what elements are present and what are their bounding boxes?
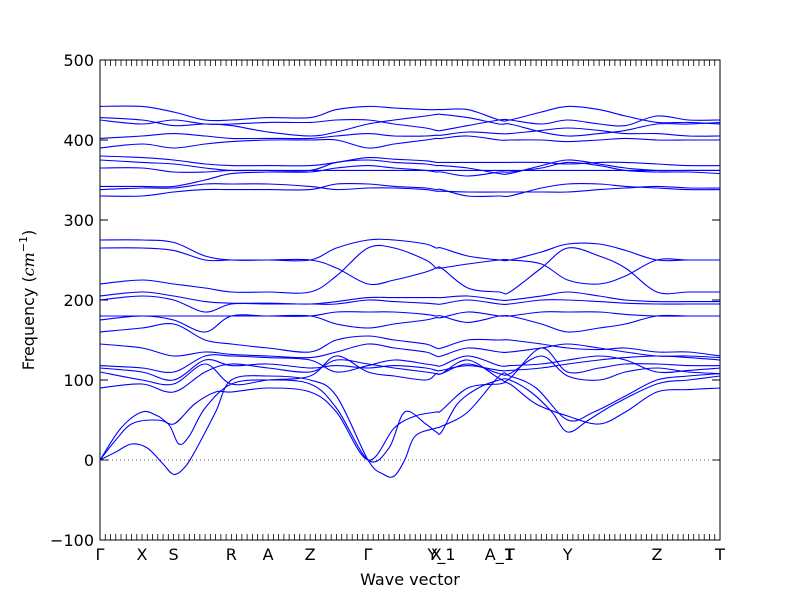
x-tick-label: A (263, 545, 274, 564)
x-axis-label: Wave vector (360, 570, 460, 589)
x-minor-ticks (99, 60, 721, 540)
y-tick-labels: −100 0 100 200 300 400 500 (50, 51, 94, 550)
band-line-17 (99, 182, 721, 198)
band-line-2 (99, 375, 721, 463)
y-tick-label: 0 (84, 451, 94, 470)
band-line-3 (99, 372, 721, 478)
band-line-6 (99, 355, 721, 381)
x-tick-label: A_1 (485, 545, 514, 565)
band-line-15 (99, 238, 720, 262)
y-tick-label: 400 (63, 131, 94, 150)
x-tick-label: Γ (364, 545, 373, 564)
plot-frame (99, 59, 721, 541)
y-axis-label-unit-exp: −1 (17, 236, 30, 252)
band-line-18 (99, 183, 721, 193)
band-line-12 (99, 295, 720, 313)
y-axis-label-unit: cm (19, 252, 38, 276)
x-tick-label: X (431, 545, 442, 564)
x-tick-label: R (226, 545, 237, 564)
band-line-21 (99, 159, 720, 175)
y-axis-label-paren-open: ( (19, 276, 38, 287)
x-tick-label: T (714, 545, 725, 564)
band-line-1 (99, 381, 721, 461)
band-line-10 (99, 311, 720, 333)
band-line-27 (99, 113, 721, 137)
band-line-9 (99, 322, 721, 357)
series-lines (99, 105, 721, 478)
y-tick-label: 100 (63, 371, 94, 390)
band-line-22 (99, 155, 721, 167)
y-tick-label: 300 (63, 211, 94, 230)
x-tick-label: Z (651, 545, 662, 564)
x-tick-label: Y (562, 545, 573, 564)
band-line-13 (99, 291, 720, 305)
x-tick-label: S (168, 545, 178, 564)
band-line-5 (99, 347, 721, 386)
band-line-24 (99, 127, 721, 140)
x-tick-labels: Γ X S R A Z Γ XY_1 A_1T Y Z T (96, 545, 726, 565)
y-axis-label-text: Frequency (19, 288, 38, 371)
y-tick-label: −100 (50, 531, 94, 550)
x-tick-label: X (137, 545, 148, 564)
x-tick-label: Z (305, 545, 316, 564)
band-line-19 (100, 161, 721, 188)
band-line-11 (99, 311, 720, 323)
band-line-23 (99, 135, 720, 149)
x-tick-label: Y_1 (427, 545, 456, 565)
band-line-7 (99, 354, 721, 374)
y-axis-label: Frequency (cm−1) (17, 230, 38, 371)
y-axis-label-paren-close: ) (19, 230, 38, 236)
y-tick-label: 200 (63, 291, 94, 310)
band-line-26 (99, 105, 721, 125)
band-line-20 (99, 167, 720, 173)
x-tick-label: T (504, 545, 515, 564)
band-line-16 (99, 239, 720, 286)
x-tick-label: Γ (96, 545, 105, 564)
y-tick-label: 500 (63, 51, 94, 70)
